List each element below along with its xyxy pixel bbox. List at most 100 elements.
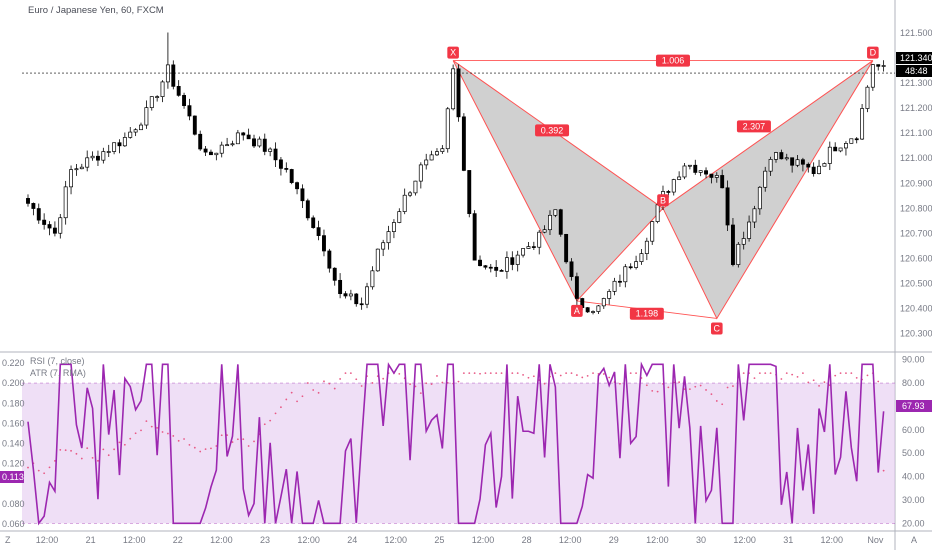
candle-body <box>332 267 337 281</box>
atr-point <box>419 392 422 395</box>
time-tick-label: 31 <box>783 535 793 545</box>
candle-body <box>634 261 639 268</box>
time-axis[interactable]: 12:00 21 12:00 22 12:00 23 12:00 24 12:00 25 12:00… <box>36 535 884 545</box>
rsi-tick-label: 50.00 <box>902 448 925 458</box>
candle-body <box>725 187 730 226</box>
atr-point <box>91 456 94 459</box>
candle-body <box>504 257 509 272</box>
pattern-point-a-text: A <box>574 306 580 316</box>
atr-point <box>602 373 605 375</box>
candle-body <box>790 157 795 166</box>
candle-body <box>424 159 429 166</box>
atr-point <box>462 372 465 375</box>
time-tick-label: Nov <box>867 535 884 545</box>
pattern-point-c-text: C <box>714 323 721 333</box>
atr-point <box>489 372 492 375</box>
atr-indicator-label[interactable]: ATR (7, RMA) <box>30 368 86 378</box>
candle-body <box>854 138 859 141</box>
atr-tick-label: 0.060 <box>2 519 25 529</box>
rsi-tick-label: 40.00 <box>902 472 925 482</box>
candle-body <box>31 203 36 209</box>
atr-point <box>172 435 175 437</box>
atr-point <box>323 380 325 383</box>
ratio-bd-text: 2.307 <box>743 121 766 131</box>
pattern-point-d <box>867 46 879 59</box>
price-tick-label: 120.700 <box>900 228 932 238</box>
atr-point <box>802 372 804 375</box>
time-axis-right-corner[interactable]: A <box>911 535 917 545</box>
candle-body <box>569 261 574 277</box>
candle-body <box>811 166 816 174</box>
candle-body <box>510 257 515 265</box>
svg-text:121.340: 121.340 <box>900 53 932 63</box>
candle-body <box>574 276 579 299</box>
atr-axis[interactable]: 0.220 0.200 0.180 0.160 0.140 0.120 0.080 0.060 <box>2 358 25 529</box>
candle-body <box>650 221 655 242</box>
atr-point <box>694 385 697 388</box>
candle-body <box>327 250 332 269</box>
candle-body <box>483 265 488 268</box>
atr-point <box>484 372 487 375</box>
candle-body <box>843 143 848 149</box>
candle-body <box>429 154 434 161</box>
atr-tick-label: 0.120 <box>2 459 25 469</box>
candle-body <box>714 175 719 178</box>
candle-body <box>784 157 789 160</box>
price-tick-label: 120.900 <box>900 178 932 188</box>
candle-body <box>241 132 246 136</box>
atr-point <box>339 378 342 380</box>
candle-body <box>537 231 542 248</box>
candle-body <box>262 138 267 152</box>
candle-body <box>677 176 682 180</box>
atr-point <box>54 459 56 462</box>
candle-body <box>881 65 886 67</box>
candle-body <box>499 270 504 272</box>
candle-body <box>440 148 445 152</box>
atr-point <box>333 387 336 390</box>
candle-body <box>763 170 768 188</box>
candle-body <box>268 148 273 152</box>
atr-point <box>764 372 767 375</box>
time-tick-label: 12:00 <box>472 535 495 545</box>
atr-point <box>726 386 729 389</box>
candle-body <box>467 170 472 214</box>
atr-point <box>732 385 734 387</box>
rsi-tick-label: 80.00 <box>902 378 925 388</box>
candle-body <box>96 155 100 161</box>
time-tick-label: 12:00 <box>821 535 844 545</box>
atr-point <box>559 374 562 377</box>
pattern-point-d-text: D <box>870 48 877 58</box>
candle-body <box>176 86 181 96</box>
atr-point <box>834 374 837 377</box>
candle-body <box>42 219 47 225</box>
candle-body <box>354 293 359 305</box>
candle-body <box>876 64 881 67</box>
atr-point <box>855 377 858 379</box>
candle-body <box>526 246 531 249</box>
candle-body <box>375 248 380 272</box>
candle-body <box>817 165 821 174</box>
candle-body <box>585 307 590 313</box>
ratio-xd-text: 1.006 <box>662 56 685 66</box>
atr-point <box>758 372 761 375</box>
atr-point <box>500 372 503 375</box>
candle-body <box>316 227 321 236</box>
candle-body <box>246 134 251 140</box>
candle-body <box>402 194 407 212</box>
atr-point <box>183 438 185 440</box>
atr-point <box>570 372 573 375</box>
candle-body <box>370 270 375 288</box>
atr-point <box>441 381 444 384</box>
atr-point <box>710 393 713 396</box>
atr-point <box>667 386 670 389</box>
candle-body <box>359 303 364 306</box>
atr-point <box>742 372 745 375</box>
svg-text:0.113: 0.113 <box>2 472 24 482</box>
atr-point <box>199 450 202 453</box>
rsi-indicator-label[interactable]: RSI (7, close) <box>30 356 85 366</box>
candle-body <box>391 222 396 232</box>
pattern-point-c <box>711 322 723 335</box>
atr-point <box>328 382 331 385</box>
time-axis-left-corner[interactable]: Z <box>5 535 11 545</box>
candle-body <box>521 248 526 256</box>
